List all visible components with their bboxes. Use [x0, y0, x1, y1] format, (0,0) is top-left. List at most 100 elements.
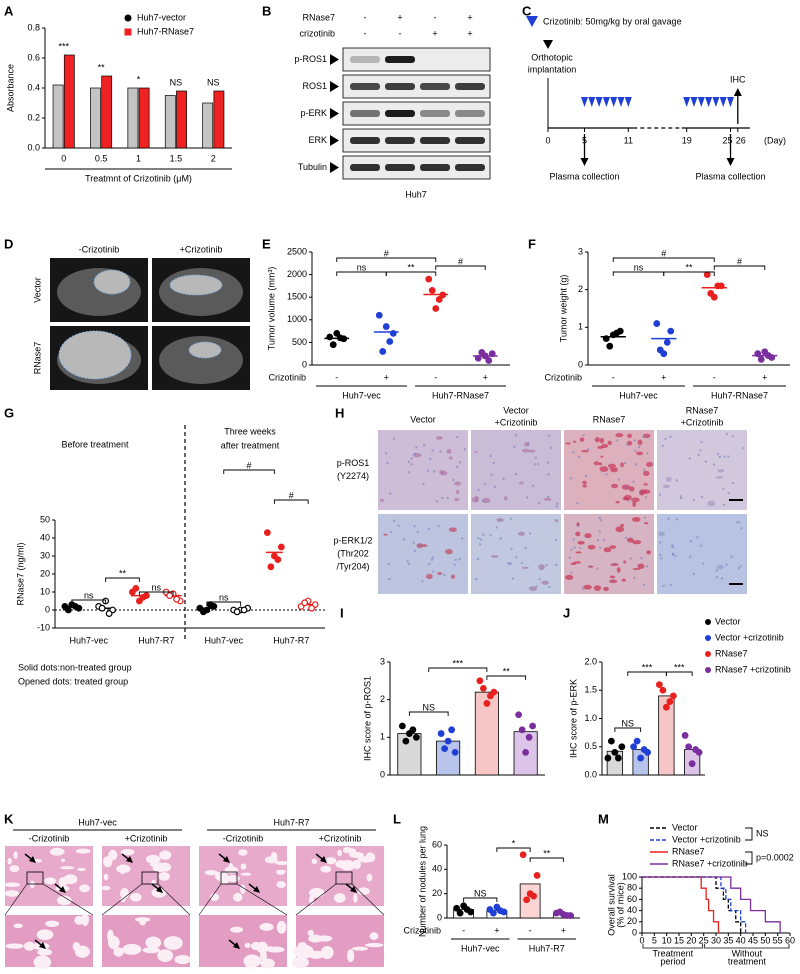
arrow-head [350, 886, 357, 893]
nucleus [546, 495, 550, 498]
stain-spot [581, 449, 589, 453]
nucleus [478, 543, 482, 546]
nucleus [718, 455, 722, 459]
airspace [145, 936, 162, 949]
data-point [685, 743, 693, 751]
data-point [489, 909, 497, 917]
arrow-head [253, 886, 260, 893]
stain-spot [607, 440, 612, 446]
airspace [210, 893, 219, 902]
data-point [478, 348, 486, 356]
timeline-legend: Crizotinib: 50mg/kg by oral gavage [543, 16, 682, 26]
stain-spot [521, 566, 529, 569]
nucleus [499, 537, 502, 540]
nucleus [514, 473, 517, 476]
airspace [297, 942, 307, 949]
stain-spot [584, 533, 592, 539]
nucleus [433, 470, 436, 473]
blot-band [350, 164, 380, 171]
x-tick-label: + [483, 372, 488, 382]
nucleus [435, 500, 439, 503]
zoom-line [42, 883, 94, 916]
y-tick-label: 2 [380, 694, 385, 704]
data-point [240, 606, 248, 614]
y-tick-label: 40 [627, 905, 637, 915]
nucleus [737, 566, 741, 570]
nucleus [446, 496, 449, 500]
nucleus [731, 435, 735, 438]
y-tick-label: 0.0 [27, 142, 40, 152]
sig-bracket [223, 469, 275, 474]
data-point [277, 543, 285, 551]
nucleus [739, 565, 742, 568]
condition-label: crizotinib [299, 28, 335, 38]
nucleus [509, 517, 513, 520]
row-label: RNase7 [32, 342, 42, 375]
nucleus [548, 585, 551, 589]
nucleus [572, 538, 575, 541]
x-tick-label: - [335, 372, 338, 382]
airspace [157, 949, 174, 962]
stain-spot [637, 439, 643, 446]
nucleus [671, 545, 674, 549]
stain-spot [623, 560, 627, 564]
nucleus [671, 552, 675, 556]
nucleus [689, 555, 692, 558]
data-point [476, 677, 484, 685]
nucleus [555, 505, 558, 508]
data-point [382, 323, 390, 330]
panel-letter: A [4, 3, 14, 18]
airspace [145, 854, 161, 864]
period-label: Treatment [652, 948, 693, 958]
data-point [409, 726, 417, 734]
dose-marker [719, 97, 727, 107]
stain-spot [425, 573, 433, 580]
stain-spot [735, 520, 741, 524]
stain-spot [616, 567, 621, 573]
nucleus [569, 477, 573, 480]
dose-marker [727, 97, 734, 107]
stain-spot [615, 500, 620, 504]
nucleus [617, 478, 621, 481]
stain-spot [437, 572, 443, 576]
nucleus [410, 457, 413, 460]
nucleus [643, 468, 646, 472]
y-tick-label: 3 [380, 656, 385, 666]
data-point [336, 334, 344, 342]
airspace [45, 920, 60, 928]
stain-spot [665, 476, 672, 482]
sig-label: NS [621, 718, 634, 728]
dose-marker [690, 97, 698, 107]
nucleus [731, 481, 735, 485]
x-tick-label: 30 [711, 935, 721, 945]
data-point [233, 608, 241, 616]
airspace [353, 893, 358, 903]
nucleus [633, 439, 636, 442]
stain-spot [503, 496, 508, 501]
data-point [530, 892, 538, 900]
nucleus [715, 569, 718, 572]
stain-spot [661, 584, 666, 587]
airspace [230, 926, 244, 933]
stain-spot [598, 462, 603, 466]
airspace [245, 956, 253, 970]
y-tick-label: 40 [40, 532, 50, 542]
nucleus [431, 556, 434, 560]
nucleus [638, 490, 641, 493]
sig-bracket [408, 711, 449, 716]
stain-spot [528, 586, 537, 591]
y-tick-label: 2 [578, 284, 583, 294]
stain-spot [421, 544, 428, 548]
stain-spot [564, 574, 574, 580]
stain-spot [658, 531, 665, 537]
arrow-head [233, 942, 240, 949]
airspace [13, 851, 18, 859]
nucleus [577, 524, 580, 527]
legend-label: Vector [672, 822, 698, 832]
y-tick-label: 0 [632, 927, 637, 937]
stain-spot [611, 483, 619, 489]
nucleus [716, 452, 720, 456]
airspace [4, 890, 20, 897]
nucleus [645, 565, 649, 568]
nucleus [386, 461, 389, 465]
